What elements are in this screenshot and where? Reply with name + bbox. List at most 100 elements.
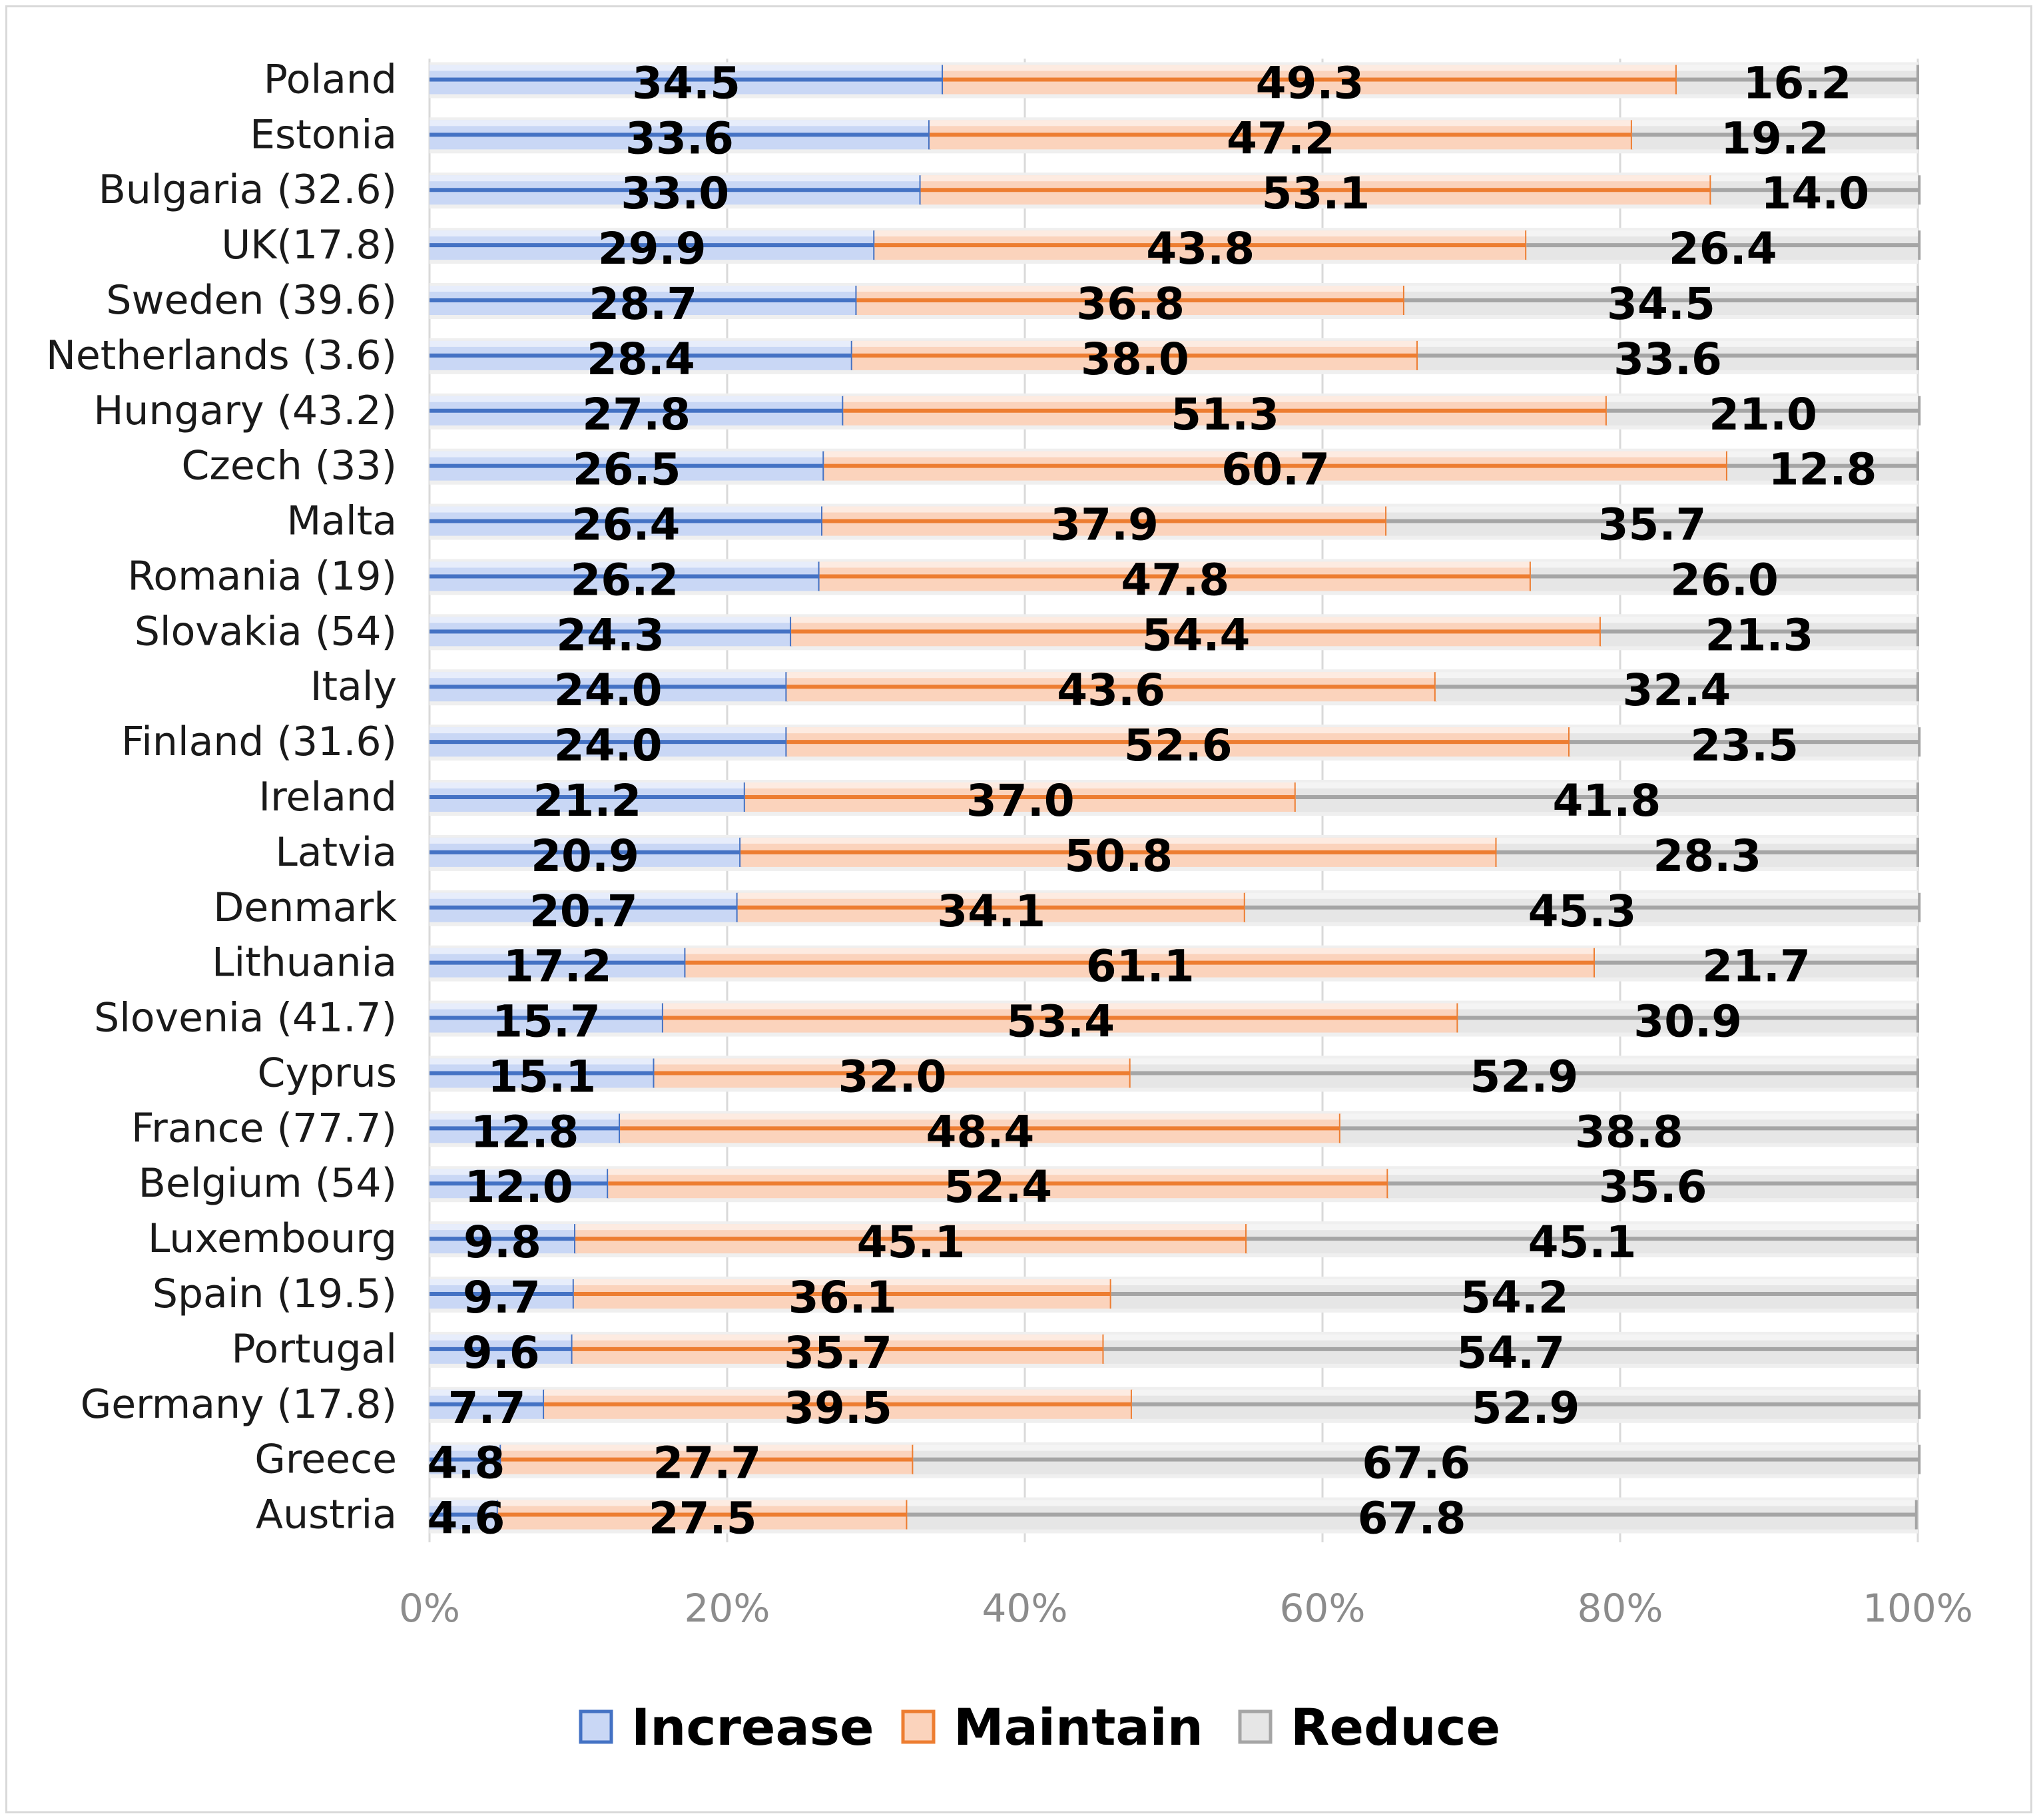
bar-maintain-highlight bbox=[544, 1389, 1132, 1396]
bar-increase-highlight bbox=[430, 1500, 498, 1506]
data-label-maintain: 36.8 bbox=[1076, 278, 1185, 330]
bar-increase-highlight bbox=[430, 1279, 574, 1285]
bar-maintain-highlight bbox=[824, 451, 1727, 457]
category-label: Romania (19) bbox=[127, 553, 397, 599]
bar-reduce-highlight bbox=[1245, 892, 1920, 899]
data-label-maintain: 54.4 bbox=[1142, 609, 1251, 661]
data-label-maintain: 35.7 bbox=[784, 1327, 892, 1378]
bar-maintain-highlight bbox=[856, 286, 1404, 292]
data-label-reduce: 28.3 bbox=[1653, 830, 1761, 882]
legend: Increase Maintain Reduce bbox=[579, 1697, 1500, 1757]
data-label-maintain: 52.4 bbox=[944, 1161, 1052, 1213]
bar-increase-highlight bbox=[430, 120, 930, 127]
data-label-maintain: 45.1 bbox=[857, 1217, 966, 1268]
bar-maintain-highlight bbox=[497, 1500, 908, 1506]
category-label: Sweden (39.6) bbox=[106, 277, 397, 324]
data-label-increase: 34.5 bbox=[632, 57, 740, 109]
bar-reduce-highlight bbox=[913, 1444, 1920, 1451]
data-label-maintain: 37.9 bbox=[1050, 499, 1159, 551]
bar-increase-highlight bbox=[430, 892, 738, 899]
data-label-maintain: 52.6 bbox=[1124, 720, 1233, 771]
bar-increase-highlight bbox=[430, 65, 944, 71]
data-label-reduce: 54.7 bbox=[1456, 1327, 1565, 1378]
data-label-reduce: 45.1 bbox=[1528, 1217, 1637, 1268]
data-label-increase: 20.7 bbox=[529, 886, 638, 937]
data-label-increase: 15.1 bbox=[487, 1051, 596, 1102]
bar-reduce-highlight bbox=[1130, 1058, 1918, 1065]
bar-reduce-highlight bbox=[1496, 837, 1918, 844]
category-label: Bulgaria (32.6) bbox=[99, 166, 397, 213]
bar-increase-highlight bbox=[430, 230, 875, 237]
bar-reduce-highlight bbox=[1247, 1224, 1918, 1231]
bar-maintain-highlight bbox=[608, 1169, 1388, 1175]
bars bbox=[430, 62, 1921, 1534]
bar-increase-highlight bbox=[430, 561, 820, 568]
data-label-reduce: 26.0 bbox=[1670, 554, 1779, 605]
bar-increase-highlight bbox=[430, 727, 787, 734]
bar-reduce-highlight bbox=[1404, 286, 1918, 292]
data-label-reduce: 23.5 bbox=[1690, 720, 1799, 771]
data-label-maintain: 37.0 bbox=[966, 775, 1075, 826]
bar-reduce-highlight bbox=[1418, 340, 1918, 347]
bar-maintain-highlight bbox=[575, 1224, 1247, 1231]
category-label: Lithuania bbox=[212, 940, 397, 986]
bar-maintain-highlight bbox=[654, 1058, 1131, 1065]
data-label-increase: 12.8 bbox=[471, 1106, 579, 1157]
bar-maintain-highlight bbox=[744, 782, 1296, 788]
bar-maintain-highlight bbox=[791, 617, 1601, 623]
legend-label-increase: Increase bbox=[631, 1697, 874, 1757]
category-label: Denmark bbox=[213, 884, 397, 931]
data-label-increase: 7.7 bbox=[448, 1382, 526, 1434]
bar-reduce-highlight bbox=[1711, 175, 1920, 182]
bar-reduce-highlight bbox=[1570, 727, 1920, 734]
data-label-increase: 21.2 bbox=[533, 775, 641, 826]
data-label-increase: 28.7 bbox=[589, 278, 697, 330]
data-label-maintain: 53.1 bbox=[1262, 168, 1370, 219]
bar-maintain-highlight bbox=[740, 837, 1497, 844]
bar-increase-highlight bbox=[430, 1224, 576, 1231]
category-label: Belgium (54) bbox=[139, 1160, 397, 1207]
data-label-increase: 4.6 bbox=[428, 1493, 505, 1544]
data-label-increase: 24.0 bbox=[554, 720, 663, 771]
legend-swatch-increase bbox=[579, 1709, 613, 1744]
data-label-increase: 15.7 bbox=[492, 996, 601, 1048]
data-label-maintain: 34.1 bbox=[937, 886, 1045, 937]
x-tick-label: 0% bbox=[399, 1586, 460, 1631]
legend-label-reduce: Reduce bbox=[1291, 1697, 1500, 1757]
bar-reduce-highlight bbox=[1131, 1389, 1920, 1396]
data-label-increase: 20.9 bbox=[531, 830, 639, 882]
data-label-increase: 26.5 bbox=[573, 444, 681, 495]
bar-increase-highlight bbox=[430, 1169, 609, 1175]
category-label: Slovakia (54) bbox=[135, 608, 397, 655]
data-label-maintain: 49.3 bbox=[1256, 57, 1364, 109]
data-label-reduce: 52.9 bbox=[1472, 1382, 1580, 1434]
data-label-reduce: 26.4 bbox=[1669, 223, 1777, 274]
bar-maintain-highlight bbox=[501, 1444, 914, 1451]
bar-reduce-highlight bbox=[1526, 230, 1920, 237]
bar-increase-highlight bbox=[430, 396, 844, 402]
bar-increase-highlight bbox=[430, 1058, 655, 1065]
data-label-maintain: 43.8 bbox=[1146, 223, 1255, 274]
data-label-maintain: 27.5 bbox=[649, 1493, 757, 1544]
data-label-increase: 26.2 bbox=[570, 554, 679, 605]
data-label-increase: 9.8 bbox=[463, 1217, 541, 1268]
data-labels: 34.5 49.3 16.2 33.6 47.2 19.2 33.0 53.1 14.0 29.9… bbox=[428, 57, 1877, 1544]
data-label-reduce: 34.5 bbox=[1607, 278, 1715, 330]
data-label-maintain: 39.5 bbox=[784, 1382, 892, 1434]
bar-increase-highlight bbox=[430, 286, 857, 292]
bar-maintain-highlight bbox=[737, 892, 1245, 899]
bar-increase-highlight bbox=[430, 1389, 545, 1396]
category-label: Austria bbox=[256, 1492, 397, 1538]
category-label: France (77.7) bbox=[131, 1105, 397, 1151]
data-label-increase: 33.6 bbox=[625, 113, 734, 164]
bar-maintain-highlight bbox=[819, 561, 1531, 568]
category-label: Hungary (43.2) bbox=[93, 388, 397, 434]
data-label-increase: 9.7 bbox=[463, 1272, 541, 1323]
category-label: Ireland bbox=[258, 774, 397, 820]
bar-maintain-highlight bbox=[786, 672, 1436, 679]
category-label: Greece bbox=[254, 1436, 397, 1483]
bar-reduce-highlight bbox=[1435, 672, 1918, 679]
data-label-increase: 9.6 bbox=[462, 1327, 540, 1378]
data-label-maintain: 61.1 bbox=[1086, 941, 1195, 992]
data-label-maintain: 50.8 bbox=[1064, 830, 1173, 882]
